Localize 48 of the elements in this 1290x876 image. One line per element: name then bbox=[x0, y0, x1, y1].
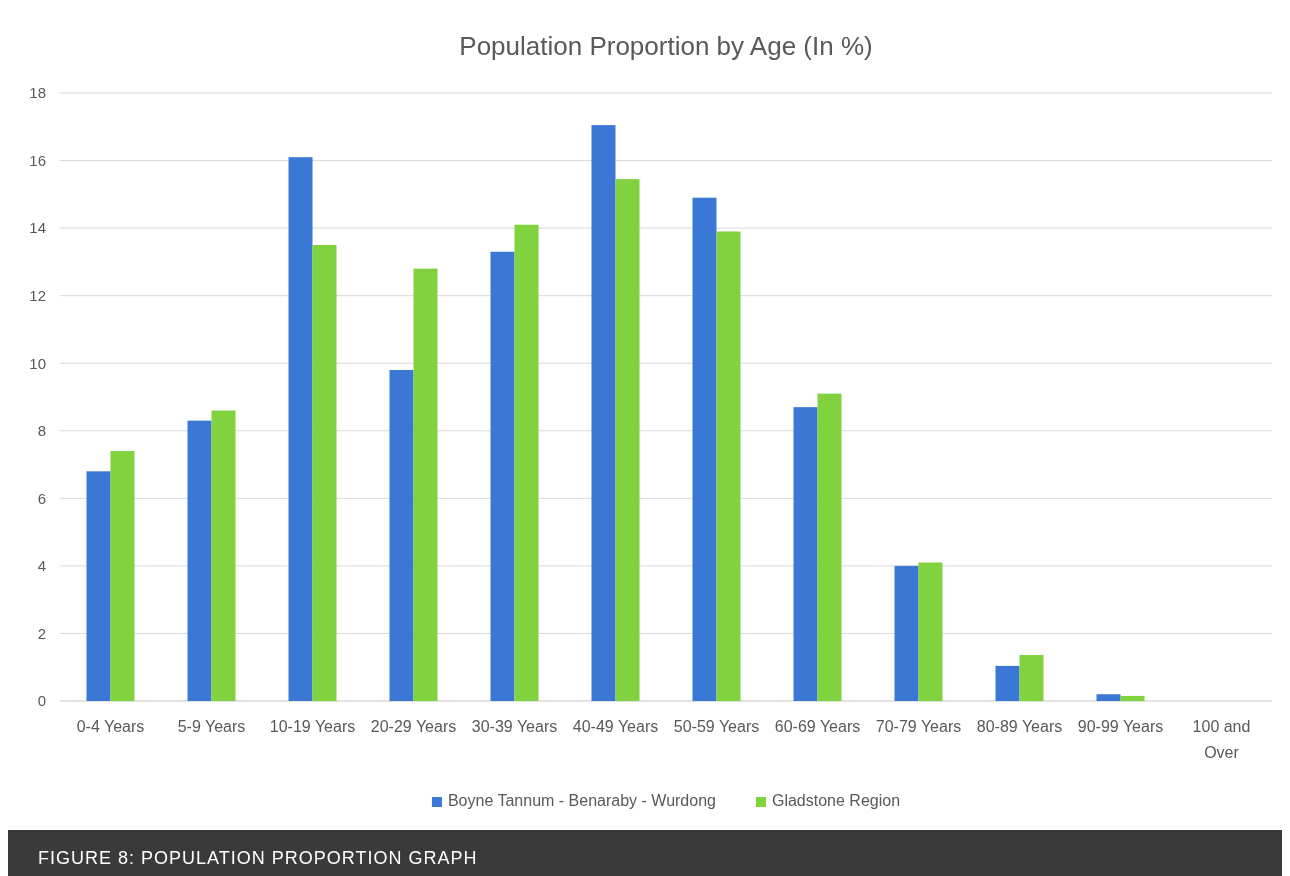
bar bbox=[211, 410, 236, 701]
bar bbox=[110, 451, 135, 701]
bar bbox=[490, 251, 515, 701]
x-tick-label: 70-79 Years bbox=[875, 718, 962, 736]
x-tick-label: 100 and Over bbox=[1192, 718, 1251, 761]
bar bbox=[1120, 695, 1145, 701]
x-tick-label: 20-29 Years bbox=[370, 718, 457, 736]
y-tick-label: 12 bbox=[29, 286, 46, 304]
bar bbox=[1019, 655, 1044, 701]
bar bbox=[1096, 694, 1121, 701]
bar bbox=[615, 179, 640, 701]
bar bbox=[995, 665, 1020, 701]
y-tick-label: 14 bbox=[29, 219, 46, 237]
y-tick-label: 18 bbox=[29, 84, 46, 102]
bar bbox=[288, 157, 313, 701]
y-tick-label: 2 bbox=[37, 624, 46, 642]
bar bbox=[312, 245, 337, 701]
bar bbox=[716, 231, 741, 701]
y-tick-label: 6 bbox=[37, 489, 46, 507]
x-tick-label: 5-9 Years bbox=[177, 718, 246, 736]
bar bbox=[817, 393, 842, 701]
x-tick-label: 40-49 Years bbox=[572, 718, 659, 736]
y-tick-label: 8 bbox=[37, 422, 46, 440]
x-tick-label: 80-89 Years bbox=[976, 718, 1063, 736]
y-tick-label: 10 bbox=[29, 354, 46, 372]
y-tick-label: 0 bbox=[37, 692, 46, 710]
x-tick-label: 60-69 Years bbox=[774, 718, 861, 736]
bar bbox=[514, 224, 539, 701]
bar bbox=[413, 268, 438, 701]
bar bbox=[187, 420, 212, 701]
x-tick-label: 0-4 Years bbox=[76, 718, 145, 736]
x-tick-label: 30-39 Years bbox=[471, 718, 558, 736]
y-tick-label: 16 bbox=[29, 151, 46, 169]
legend-label: Boyne Tannum - Benaraby - Wurdong bbox=[447, 792, 716, 809]
x-tick-label: 10-19 Years bbox=[269, 718, 356, 736]
legend-label: Gladstone Region bbox=[771, 792, 901, 809]
x-tick-label: 50-59 Years bbox=[673, 718, 760, 736]
bar bbox=[918, 562, 943, 701]
bar bbox=[86, 471, 111, 701]
caption: FIGURE 8: POPULATION PROPORTION GRAPH bbox=[38, 848, 478, 868]
bar bbox=[692, 197, 717, 701]
bar bbox=[793, 407, 818, 701]
chart-title: Population Proportion by Age (In %) bbox=[459, 31, 873, 61]
bar bbox=[894, 565, 919, 701]
bar bbox=[389, 369, 414, 701]
bar bbox=[591, 125, 616, 701]
y-tick-label: 4 bbox=[37, 557, 46, 575]
x-tick-label: 90-99 Years bbox=[1077, 718, 1164, 736]
